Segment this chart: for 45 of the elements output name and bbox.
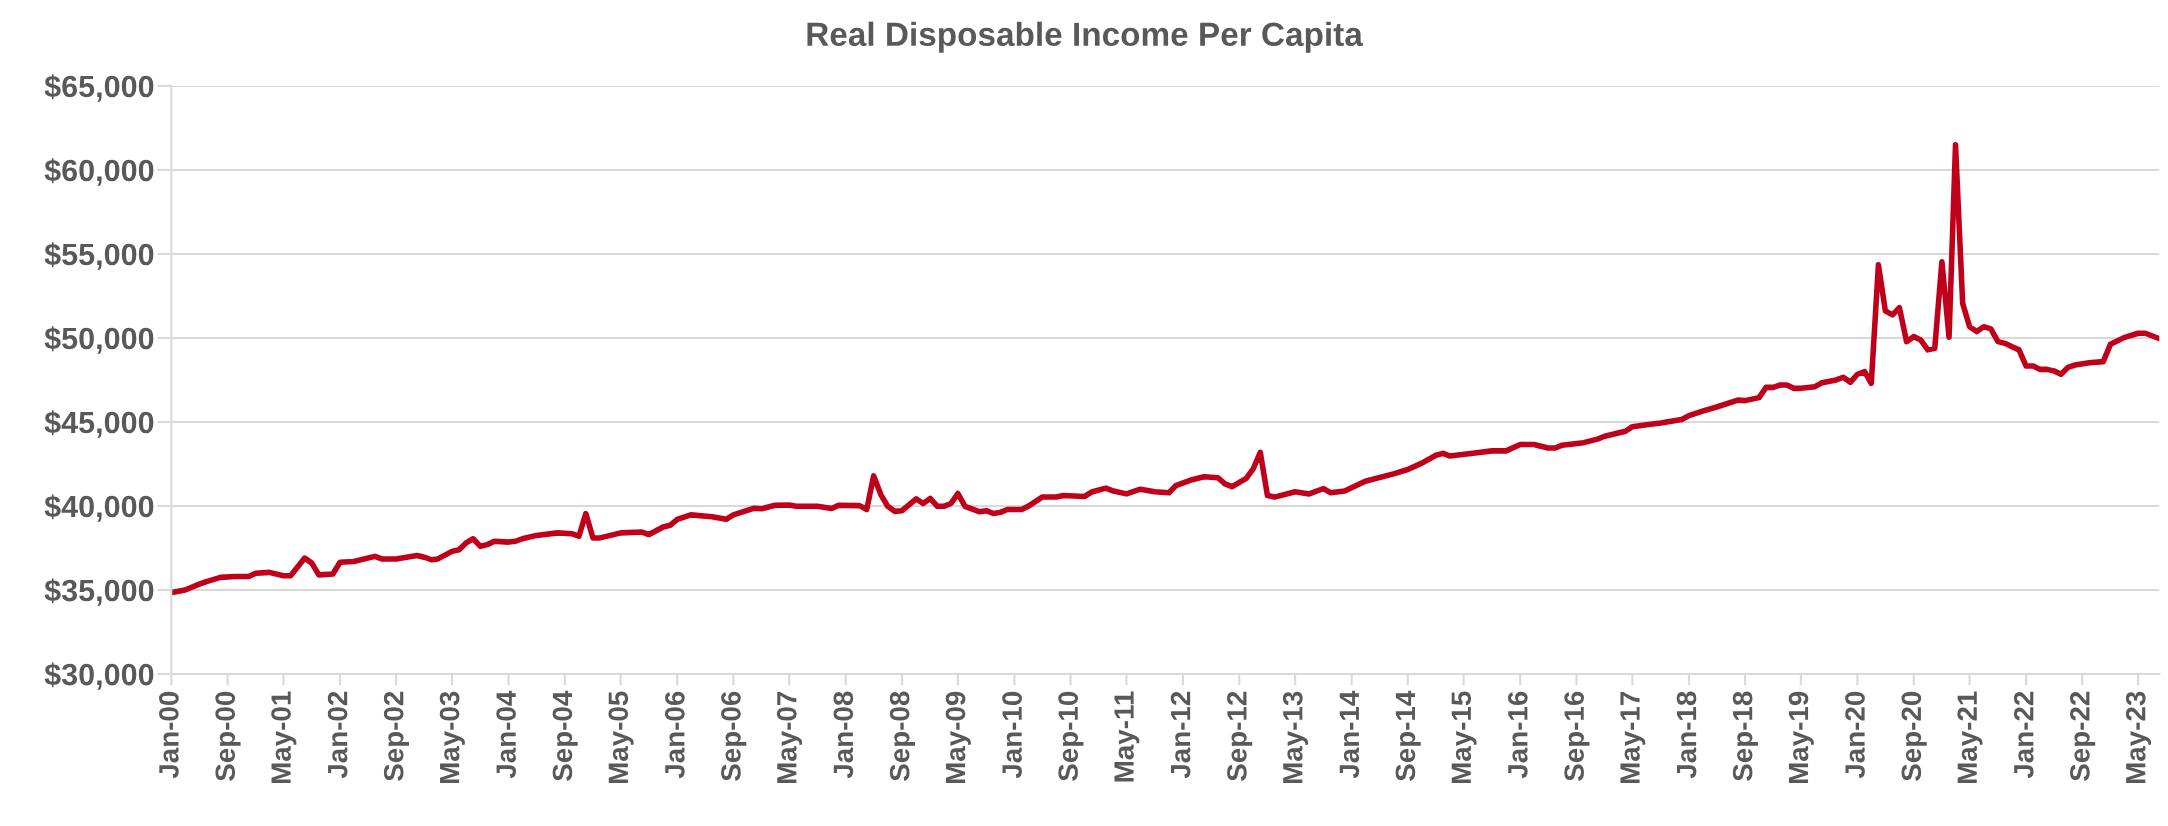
x-tick-label: Jan-00	[159, 691, 179, 779]
y-tick-label: $35,000	[44, 578, 154, 606]
x-tick-label: May-11	[1114, 691, 1140, 782]
x-tick-label: Sep-16	[1564, 691, 1590, 781]
y-tick-label: $45,000	[44, 410, 154, 438]
x-tick-label: Sep-06	[721, 691, 747, 781]
x-tick-label: Jan-20	[1845, 691, 1865, 779]
chart-title: Real Disposable Income Per Capita	[807, 21, 1364, 53]
x-tick-label: Jan-18	[1676, 691, 1697, 779]
x-tick-label: Sep-00	[215, 691, 241, 781]
x-tick-label: May-07	[776, 691, 803, 783]
x-tick-label: Jan-02	[327, 691, 348, 779]
x-tick-label: May-09	[945, 691, 971, 783]
y-tick-label: $65,000	[44, 74, 154, 102]
x-tick-label: Sep-02	[383, 691, 410, 781]
x-tick-label: May-15	[1451, 691, 1477, 783]
y-tick-label: $60,000	[44, 158, 154, 186]
x-tick-label: May-23	[2125, 691, 2152, 783]
x-tick-label: May-05	[608, 691, 634, 783]
x-tick-label: May-19	[1788, 691, 1814, 783]
x-tick-label: May-17	[1620, 691, 1646, 783]
x-tick-label: Sep-12	[1227, 691, 1253, 781]
x-tick-label: Jan-22	[2013, 691, 2034, 779]
x-tick-label: Jan-16	[1507, 691, 1528, 779]
x-tick-label: Jan-10	[1002, 691, 1022, 779]
x-tick-label: Sep-10	[1058, 691, 1084, 781]
x-tick-label: May-03	[439, 691, 465, 783]
x-tick-label: Jan-12	[1170, 691, 1191, 779]
x-tick-label: May-13	[1282, 691, 1309, 783]
x-tick-label: Jan-04	[496, 690, 516, 779]
x-tick-label: Sep-18	[1732, 691, 1758, 781]
x-tick-label: Sep-20	[1901, 691, 1927, 781]
x-tick-label: Jan-14	[1339, 690, 1360, 779]
x-tick-label: Sep-08	[889, 691, 915, 781]
x-tick-label: Sep-04	[552, 690, 578, 781]
y-tick-label: $40,000	[44, 494, 154, 522]
x-tick-label: Jan-08	[833, 691, 854, 779]
y-tick-label: $50,000	[44, 326, 154, 354]
x-tick-label: May-01	[271, 691, 297, 783]
x-tick-label: Jan-06	[665, 691, 685, 779]
y-tick-label: $55,000	[44, 242, 154, 270]
x-tick-label: May-21	[1957, 691, 1983, 783]
y-tick-label: $30,000	[44, 662, 154, 690]
x-tick-label: Sep-22	[2070, 691, 2096, 781]
x-tick-label: Sep-14	[1395, 690, 1421, 781]
